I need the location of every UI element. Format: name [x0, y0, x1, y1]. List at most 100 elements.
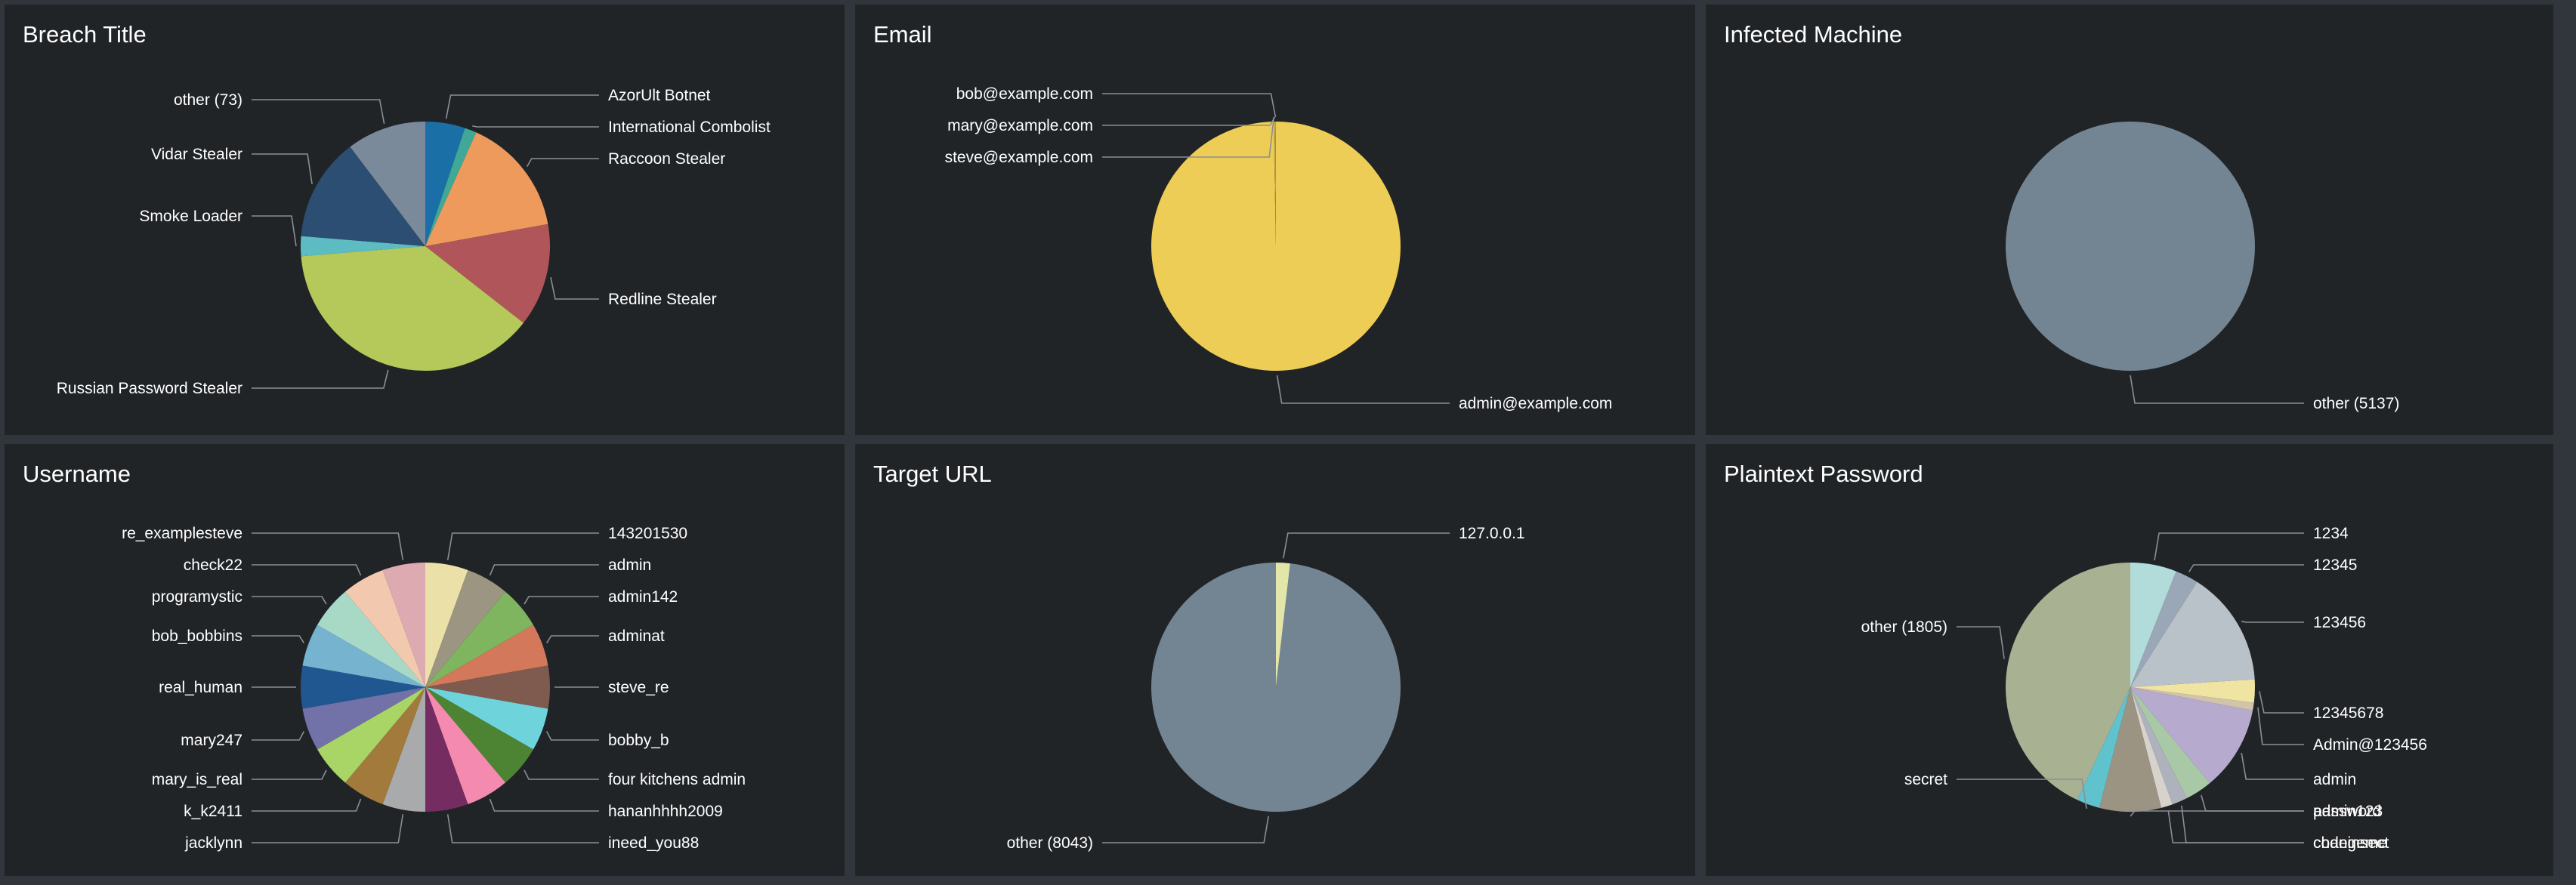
pie-slice-k-k2411[interactable]: [344, 687, 425, 805]
pie-slice-azorult-botnet[interactable]: [425, 122, 465, 246]
leader-line: [252, 564, 362, 576]
slice-label-other-1805: other (1805): [1861, 618, 1947, 636]
pie-slices: [2006, 122, 2255, 371]
panel-target-url: Target URL 127.0.0.1 other (8043): [855, 444, 1695, 876]
pie-slice-check22[interactable]: [344, 569, 425, 687]
pie-slice-secret[interactable]: [2077, 687, 2130, 808]
pie-slice-admin[interactable]: [425, 569, 506, 687]
leader-line: [489, 564, 599, 576]
pie-slice-mary-is-real[interactable]: [317, 687, 425, 783]
leader-line: [2241, 752, 2304, 780]
slice-label-admin: admin: [2313, 771, 2356, 788]
leader-line: [1283, 532, 1450, 559]
leader-line: [1957, 779, 2087, 809]
pie-slice-admin-123456[interactable]: [2130, 687, 2254, 711]
infected-machine-pie-chart: other (5137): [2006, 122, 2399, 412]
slice-label-other-5137: other (5137): [2313, 395, 2399, 412]
email-pie-chart: admin@example.com steve@example.com mary@e…: [945, 85, 1613, 412]
pie-slice-steve-re[interactable]: [425, 665, 550, 709]
leader-line: [2188, 564, 2304, 573]
slice-label-admin-example-com: admin@example.com: [1459, 395, 1612, 412]
leader-line: [446, 814, 599, 843]
slice-label-re-examplesteve: re_examplesteve: [122, 525, 242, 542]
pie-slice-bob-bobbins[interactable]: [302, 624, 425, 688]
pie-slice-russian-password-stealer[interactable]: [301, 246, 524, 371]
pie-slice-other-8043[interactable]: [1151, 563, 1401, 812]
slice-label-admin: admin: [608, 557, 651, 574]
pie-slice-bob-example-com[interactable]: [1274, 122, 1276, 246]
leader-line: [524, 769, 599, 780]
leader-line: [252, 596, 327, 605]
pie-slice-12345[interactable]: [2130, 571, 2198, 687]
pie-slice-123456[interactable]: [2130, 581, 2255, 687]
pie-slices: [301, 563, 550, 812]
panel-title: Infected Machine: [1724, 21, 1903, 48]
leader-line: [545, 731, 599, 741]
pie-slice-vidar-stealer[interactable]: [301, 146, 425, 246]
pie-slice-password[interactable]: [2099, 687, 2162, 812]
pie-labels: 127.0.0.1 other (8043): [1007, 525, 1525, 852]
breach-title-pie-chart: AzorUlt Botnet International Combolist Rac…: [57, 87, 771, 397]
leader-line: [489, 798, 599, 812]
slice-label-12345678: 12345678: [2313, 705, 2383, 722]
panel-email: Email admin@example.com steve@example.com…: [855, 5, 1695, 435]
pie-slice-international-combolist[interactable]: [425, 128, 477, 246]
pie-slice-smoke-loader[interactable]: [301, 236, 425, 257]
target-url-pie-chart: 127.0.0.1 other (8043): [1007, 525, 1525, 852]
pie-labels: other (5137): [2130, 375, 2399, 412]
pie-slice-mary247[interactable]: [302, 687, 425, 750]
slice-label-1234: 1234: [2313, 525, 2349, 542]
pie-slice-1234[interactable]: [2130, 563, 2176, 687]
pie-slice-raccoon-stealer[interactable]: [425, 132, 548, 246]
pie-slice-other-1805[interactable]: [2006, 563, 2130, 800]
leader-line: [252, 769, 327, 780]
slice-label-adminat: adminat: [608, 628, 665, 645]
pie-slice-other-5137[interactable]: [2006, 122, 2255, 371]
pie-slice-12345678[interactable]: [2130, 679, 2255, 703]
leader-line: [446, 532, 599, 560]
pie-slices: [1151, 563, 1401, 812]
slice-label-steve-re: steve_re: [608, 679, 669, 696]
pie-slice-changeme[interactable]: [2130, 687, 2187, 805]
panel-title: Target URL: [873, 461, 992, 487]
pie-slice-admin123[interactable]: [2130, 687, 2210, 799]
pie-slice-redline-stealer[interactable]: [425, 224, 550, 323]
pie-slice-143201530[interactable]: [425, 563, 468, 687]
pie-slice-adminat[interactable]: [425, 624, 548, 688]
pie-slice-steve-example-com[interactable]: [1273, 122, 1276, 246]
pie-slice-four-kitchens-admin[interactable]: [425, 687, 533, 783]
slice-label-vidar-stealer: Vidar Stealer: [151, 146, 242, 163]
slice-label-azorult-botnet: AzorUlt Botnet: [608, 87, 711, 104]
pie-slice-codeinsect[interactable]: [2130, 687, 2173, 808]
pie-labels: 1234 12345 123456 12345678 Admin@123456 admin…: [1861, 525, 2427, 852]
slice-label-programystic: programystic: [152, 588, 242, 606]
pie-slice-admin-example-com[interactable]: [1151, 122, 1401, 372]
pie-slice-other-73[interactable]: [350, 122, 425, 246]
pie-slice-real-human[interactable]: [301, 665, 425, 709]
pie-slice-admin[interactable]: [2130, 687, 2253, 784]
pie-slice-jacklynn[interactable]: [382, 687, 425, 812]
pie-slice-127-0-0-1[interactable]: [1276, 563, 1290, 687]
leader-line: [252, 814, 404, 843]
slice-label-bob-example-com: bob@example.com: [956, 85, 1093, 103]
leader-line: [252, 369, 389, 389]
slice-label-four-kitchens-admin: four kitchens admin: [608, 771, 746, 788]
slice-label-bobby-b: bobby_b: [608, 732, 669, 749]
leader-line: [2201, 794, 2304, 812]
leader-line: [252, 99, 385, 125]
slice-label-russian-password-stealer: Russian Password Stealer: [57, 380, 242, 397]
pie-labels: AzorUlt Botnet International Combolist Rac…: [57, 87, 771, 397]
pie-slice-admin142[interactable]: [425, 591, 533, 687]
pie-slice-programystic[interactable]: [317, 591, 425, 687]
slice-label-real-human: real_human: [159, 679, 242, 696]
pie-slice-ineed-you88[interactable]: [425, 687, 468, 812]
pie-slices: [301, 122, 550, 371]
pie-slice-hananhhhh2009[interactable]: [425, 687, 506, 805]
leader-line: [524, 596, 599, 605]
pie-slice-bobby-b[interactable]: [425, 687, 548, 750]
slice-label-codeinsect: codeinsect: [2313, 834, 2389, 852]
slice-label-smoke-loader: Smoke Loader: [139, 208, 242, 225]
leader-line: [1276, 375, 1450, 404]
pie-slice-re-examplesteve[interactable]: [382, 563, 425, 687]
leader-line: [2241, 621, 2304, 623]
